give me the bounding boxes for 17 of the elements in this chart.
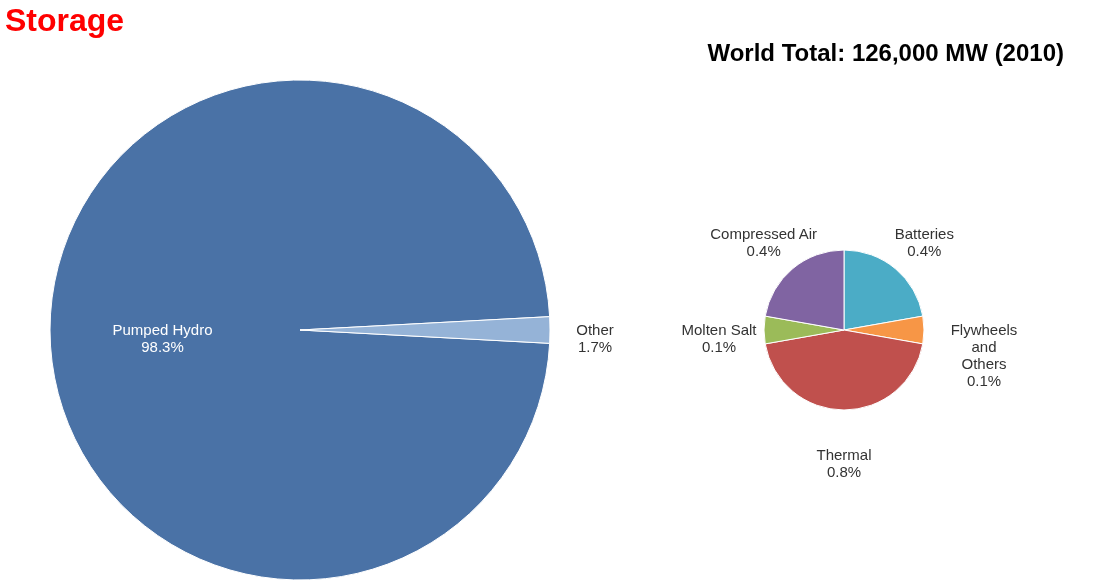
data-label: 0.1%: [701, 338, 737, 355]
slice-label: Molten Salt: [681, 321, 758, 338]
data-label: 0.8%: [826, 463, 862, 480]
slice-label: Batteries: [894, 225, 954, 243]
chart-title: Storage: [5, 2, 125, 38]
data-label: 1.7%: [577, 338, 613, 355]
slice-label: Flywheels and Others: [950, 321, 1018, 372]
slice-label: Compressed Air: [710, 225, 818, 243]
text: World Total: 126,000 MW (2010): [707, 39, 1064, 66]
data-label: 98.3%: [141, 338, 184, 355]
data-label: 0.1%: [966, 372, 1002, 389]
pie-slice: [49, 79, 551, 581]
slice-label: Thermal: [816, 446, 872, 463]
data-label: 0.4%: [907, 242, 942, 260]
data-label: 0.4%: [746, 242, 781, 260]
slice-label: Pumped Hydro: [112, 321, 213, 338]
slice-label: Other: [576, 321, 614, 338]
